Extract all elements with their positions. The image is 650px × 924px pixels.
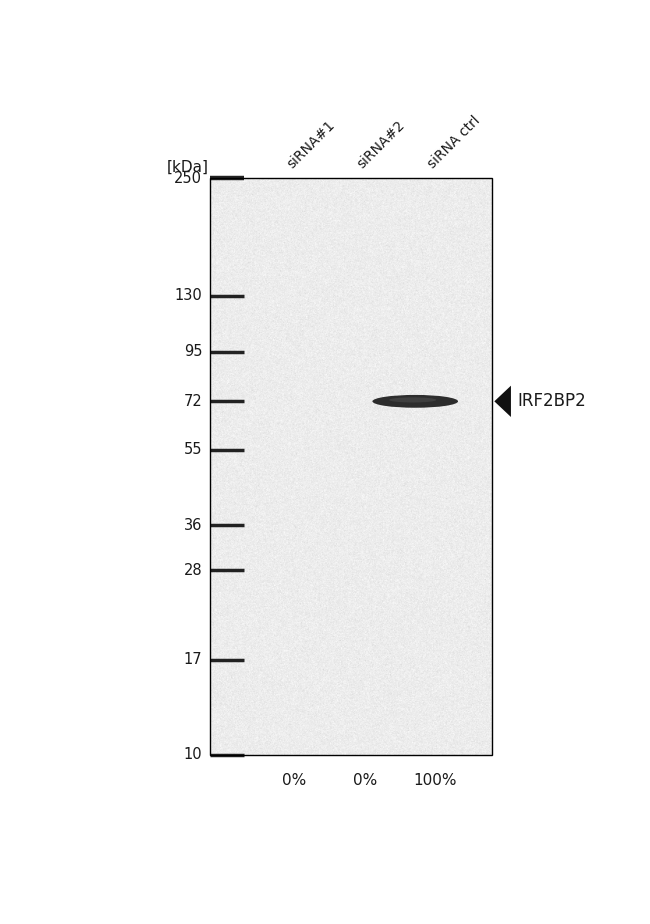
Ellipse shape <box>372 395 458 407</box>
Text: 55: 55 <box>184 442 202 457</box>
Text: 0%: 0% <box>353 772 377 787</box>
Text: 0%: 0% <box>282 772 306 787</box>
Text: siRNA#2: siRNA#2 <box>355 118 408 171</box>
Text: 72: 72 <box>183 394 202 408</box>
Text: 36: 36 <box>184 518 202 533</box>
Text: siRNA#1: siRNA#1 <box>285 118 337 171</box>
Text: 250: 250 <box>174 171 202 186</box>
Text: 17: 17 <box>183 652 202 667</box>
Text: 28: 28 <box>183 563 202 578</box>
Text: siRNA ctrl: siRNA ctrl <box>426 114 483 171</box>
Text: 95: 95 <box>184 345 202 359</box>
Polygon shape <box>494 385 511 417</box>
Text: [kDa]: [kDa] <box>167 160 209 175</box>
Text: 130: 130 <box>174 288 202 303</box>
Ellipse shape <box>389 397 436 403</box>
Text: IRF2BP2: IRF2BP2 <box>517 393 586 410</box>
Text: 100%: 100% <box>413 772 457 787</box>
Text: 10: 10 <box>183 748 202 762</box>
